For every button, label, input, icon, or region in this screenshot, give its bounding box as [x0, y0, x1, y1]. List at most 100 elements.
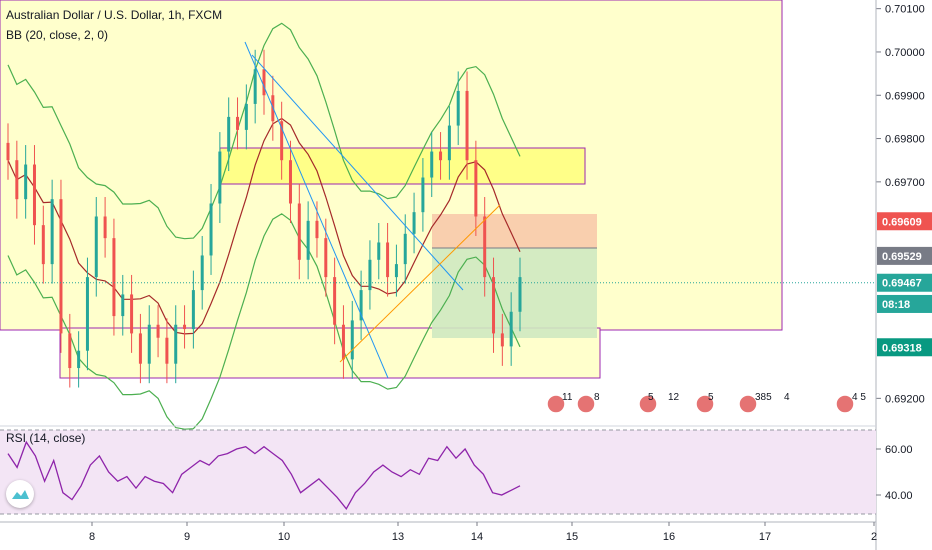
candle-body	[191, 290, 195, 330]
event-flag-icon	[738, 394, 758, 414]
price-tick-label: 0.70100	[885, 4, 925, 16]
event-flag-icon	[695, 394, 715, 414]
candle-body	[183, 324, 187, 330]
candle-body	[492, 277, 496, 334]
event-count-label: 12	[668, 392, 680, 403]
candle-body	[368, 259, 372, 291]
event-count-label: 5	[708, 392, 714, 403]
candle-body	[518, 277, 522, 312]
candle-body	[377, 242, 381, 260]
candle-body	[262, 69, 266, 96]
price-tick-label: 0.69200	[885, 393, 925, 405]
candle-body	[456, 90, 460, 126]
price-badge-label: 0.69609	[882, 216, 922, 228]
time-tick-label: 15	[566, 531, 578, 543]
chart-title: Australian Dollar / U.S. Dollar, 1h, FXC…	[6, 8, 223, 22]
candle-body	[209, 203, 213, 256]
candle-body	[333, 277, 337, 325]
candle-body	[32, 164, 36, 226]
candle-body	[394, 264, 398, 278]
event-flag-icon	[576, 394, 596, 414]
trend-line	[244, 41, 389, 379]
candle-body	[147, 324, 151, 364]
resistance-zone-rect	[219, 147, 586, 185]
candle-body	[421, 177, 425, 213]
event-count-label: 4	[784, 392, 790, 403]
price-tick-label: 0.69900	[885, 90, 925, 102]
price-badge	[877, 338, 932, 357]
event-count-label: 11	[562, 392, 573, 403]
time-tick-label: 14	[471, 531, 483, 543]
price-tick-label: 0.69700	[885, 177, 925, 189]
candle-body	[156, 324, 160, 338]
candle-body	[439, 151, 443, 161]
candle-body	[103, 216, 107, 239]
candle-body	[324, 238, 328, 278]
rsi-tick-label: 40.00	[885, 490, 913, 502]
event-count-label: 385	[755, 392, 772, 403]
candle-body	[465, 90, 469, 161]
candle-body	[447, 125, 451, 161]
trend-line	[251, 54, 464, 291]
time-tick-label: 8	[89, 531, 95, 543]
candle-body	[412, 212, 416, 234]
time-tick-label: 17	[759, 531, 771, 543]
candle-body	[24, 164, 28, 200]
event-flag-icon	[546, 394, 566, 414]
candle-body	[130, 294, 134, 334]
candle-body	[15, 160, 19, 200]
price-badge	[877, 273, 932, 292]
candle-body	[244, 103, 248, 130]
price-badge-label: 0.69318	[882, 342, 922, 354]
time-tick-label: 9	[184, 531, 190, 543]
candle-body	[59, 199, 63, 334]
bb-upper-band	[7, 22, 521, 240]
candle-body	[68, 333, 72, 369]
candle-body	[483, 216, 487, 278]
rsi-legend: RSI (14, close)	[6, 431, 86, 445]
candle-body	[6, 142, 10, 161]
tradingview-logo-icon[interactable]	[6, 480, 34, 508]
time-tick-label: 2	[871, 531, 877, 543]
candle-body	[227, 116, 231, 152]
price-badge-label: 0.69467	[882, 278, 922, 290]
rsi-background	[0, 430, 876, 514]
candle-body	[41, 225, 45, 265]
candle-body	[386, 242, 390, 278]
candle-body	[474, 160, 478, 217]
time-tick-label: 10	[278, 531, 290, 543]
price-badge-label: 0.69529	[882, 251, 922, 263]
trend-line	[339, 204, 501, 363]
candle-body	[77, 350, 81, 369]
time-tick-label: 13	[392, 531, 404, 543]
candle-body	[50, 199, 54, 265]
price-badge	[877, 294, 932, 313]
bb-lower-band	[7, 213, 521, 430]
candle-body	[341, 324, 345, 360]
candle-body	[121, 294, 125, 317]
event-flag-icon	[835, 394, 855, 414]
candle-body	[174, 324, 178, 364]
price-tick-label: 0.69800	[885, 134, 925, 146]
candle-body	[165, 337, 169, 364]
candle-body	[359, 290, 363, 321]
bollinger-legend: BB (20, close, 2, 0)	[6, 28, 109, 42]
candle-body	[138, 333, 142, 364]
event-count-label: 5	[648, 392, 654, 403]
candle-body	[236, 116, 240, 130]
event-flag-icon	[638, 394, 658, 414]
take-profit-zone	[432, 248, 597, 338]
candle-body	[500, 333, 504, 347]
candle-body	[297, 203, 301, 260]
candle-body	[288, 160, 292, 204]
price-tick-label: 0.70000	[885, 47, 925, 59]
candle-body	[94, 216, 98, 278]
price-badge-label: 08:18	[882, 299, 910, 311]
rsi-tick-label: 60.00	[885, 444, 913, 456]
time-tick-label: 16	[663, 531, 675, 543]
stop-loss-zone	[432, 214, 597, 248]
candle-body	[350, 320, 354, 360]
candle-body	[253, 69, 257, 104]
candle-body	[280, 121, 284, 161]
